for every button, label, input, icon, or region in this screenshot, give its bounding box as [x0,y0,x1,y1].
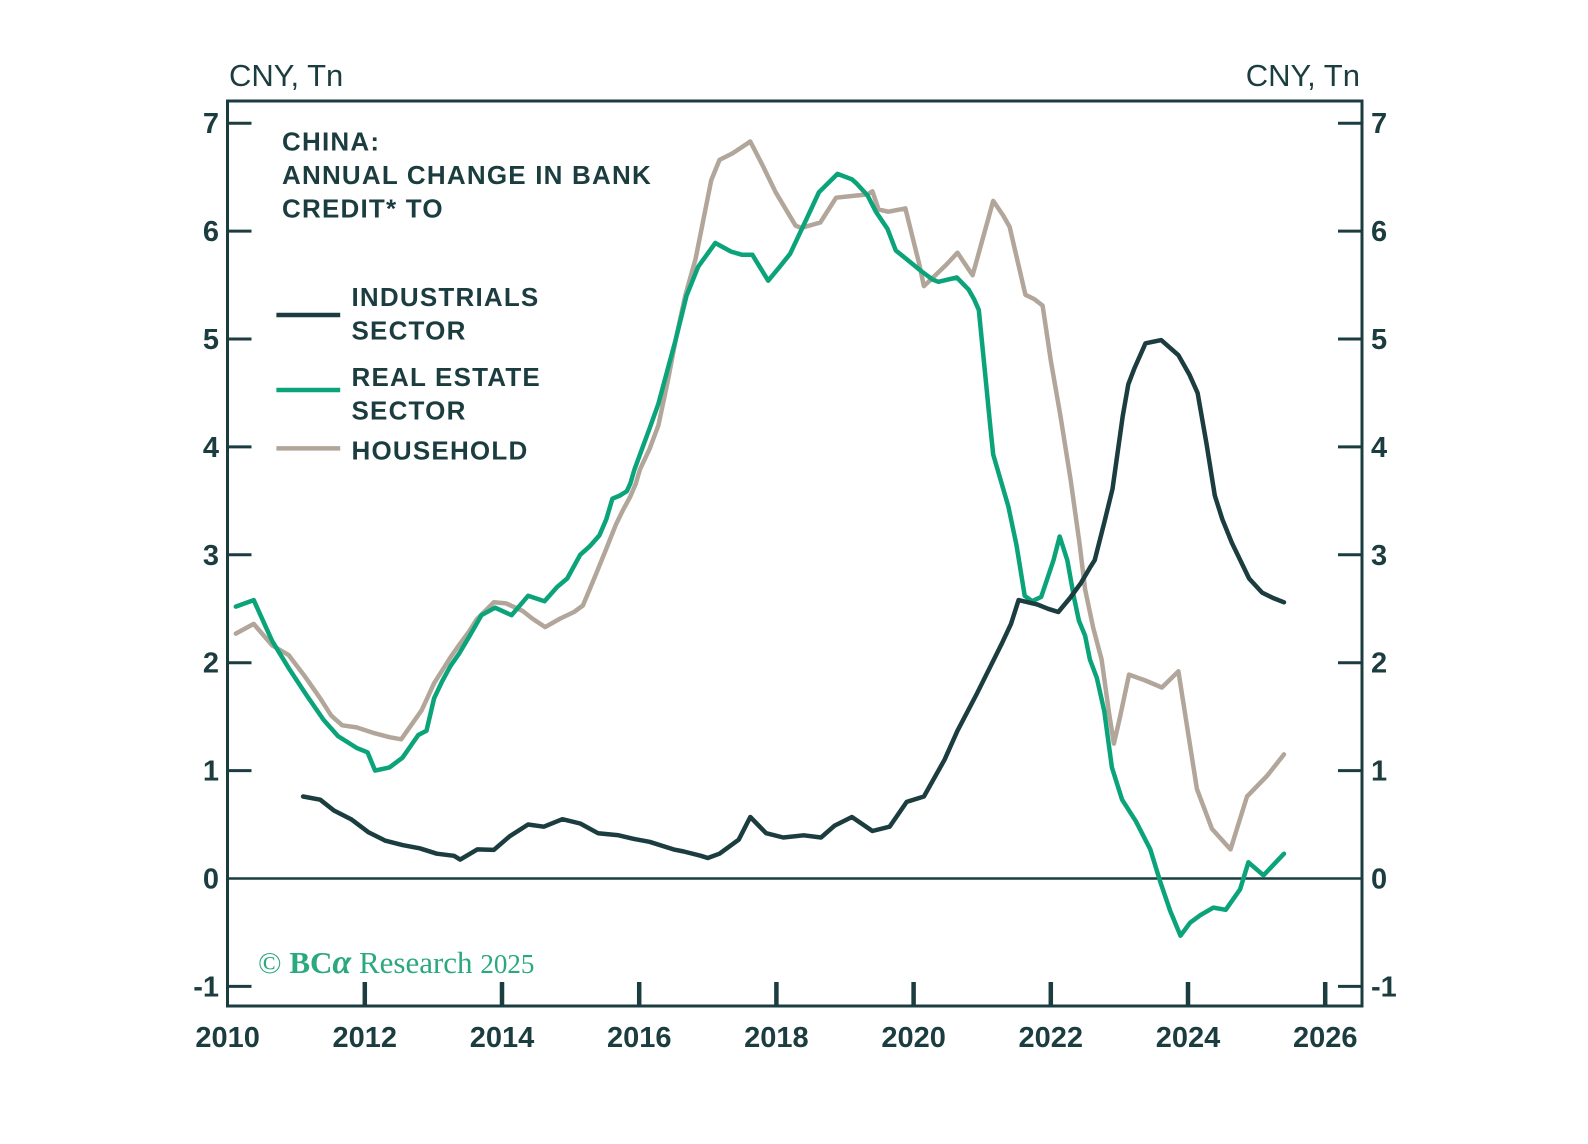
svg-text:CNY, Tn: CNY, Tn [1246,58,1360,93]
svg-text:3: 3 [203,540,219,572]
svg-text:2014: 2014 [470,1022,535,1054]
svg-text:7: 7 [203,108,219,140]
svg-text:HOUSEHOLD: HOUSEHOLD [352,435,529,465]
svg-text:7: 7 [1371,108,1387,140]
svg-text:SECTOR: SECTOR [352,315,467,345]
svg-text:ANNUAL CHANGE IN BANK: ANNUAL CHANGE IN BANK [282,160,652,190]
svg-text:5: 5 [1371,324,1387,356]
svg-text:CNY, Tn: CNY, Tn [229,58,343,93]
svg-text:2010: 2010 [195,1022,260,1054]
svg-text:4: 4 [203,432,219,464]
svg-text:2: 2 [203,648,219,680]
svg-text:3: 3 [1371,540,1387,572]
svg-text:2016: 2016 [607,1022,672,1054]
svg-text:0: 0 [203,864,219,896]
svg-text:CHINA:: CHINA: [282,127,380,157]
svg-text:2020: 2020 [881,1022,946,1054]
svg-text:6: 6 [1371,216,1387,248]
svg-text:CREDIT* TO: CREDIT* TO [282,194,444,224]
svg-text:2018: 2018 [744,1022,809,1054]
svg-text:1: 1 [203,756,219,788]
svg-text:-1: -1 [193,971,219,1003]
svg-text:2012: 2012 [333,1022,398,1054]
svg-text:1: 1 [1371,756,1387,788]
svg-text:© BCα Research 2025: © BCα Research 2025 [258,944,534,981]
svg-text:4: 4 [1371,432,1387,464]
svg-text:2024: 2024 [1156,1022,1221,1054]
svg-text:6: 6 [203,216,219,248]
svg-text:2022: 2022 [1019,1022,1084,1054]
svg-text:2026: 2026 [1293,1022,1358,1054]
svg-text:0: 0 [1371,864,1387,896]
svg-text:REAL ESTATE: REAL ESTATE [352,362,541,392]
svg-text:-1: -1 [1371,971,1397,1003]
svg-text:SECTOR: SECTOR [352,396,467,426]
svg-text:INDUSTRIALS: INDUSTRIALS [352,282,540,312]
svg-text:2: 2 [1371,648,1387,680]
svg-text:5: 5 [203,324,219,356]
